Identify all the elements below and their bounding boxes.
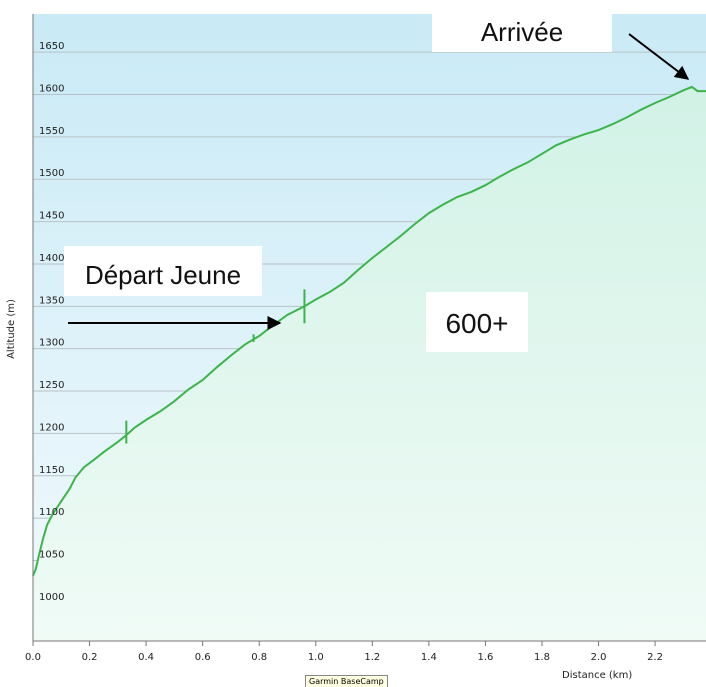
arrivee-label: Arrivée bbox=[432, 12, 612, 52]
y-tick-label: 1600 bbox=[39, 83, 64, 94]
y-tick-label: 1000 bbox=[39, 592, 64, 603]
y-tick-label: 1650 bbox=[39, 41, 64, 52]
elevation-line bbox=[32, 85, 706, 577]
y-tick-label: 1500 bbox=[39, 168, 64, 179]
arrivee-arrow bbox=[628, 33, 690, 80]
x-tick-label: 0.0 bbox=[25, 652, 41, 663]
y-tick-label: 1050 bbox=[39, 550, 64, 561]
y-axis-title: Altitude (m) bbox=[6, 299, 17, 359]
y-tick-label: 1250 bbox=[39, 380, 64, 391]
x-tick-label: 2.0 bbox=[591, 652, 607, 663]
y-tick-label: 1400 bbox=[39, 253, 64, 264]
elevation-area bbox=[33, 86, 706, 641]
x-tick-labels: 0.0 0.2 0.4 0.6 0.8 1.0 1.2 1.4 1.6 1.8 2.0 2.2 bbox=[25, 641, 663, 663]
depart-jeune-label: Départ Jeune bbox=[64, 246, 262, 296]
x-tick-label: 0.6 bbox=[195, 652, 211, 663]
x-tick-label: 0.4 bbox=[138, 652, 154, 663]
x-tick-label: 1.6 bbox=[477, 652, 493, 663]
y-tick-labels: 1000 1050 1100 1150 1200 1250 1300 1350 1400 1450… bbox=[39, 41, 64, 603]
app-tooltip: Garmin BaseCamp bbox=[305, 675, 388, 687]
x-tick-label: 1.2 bbox=[364, 652, 380, 663]
elevation-gain-label: 600+ bbox=[426, 292, 528, 352]
x-tick-label: 0.8 bbox=[251, 652, 267, 663]
y-tick-label: 1450 bbox=[39, 211, 64, 222]
y-tick-label: 1100 bbox=[39, 507, 64, 518]
y-tick-label: 1150 bbox=[39, 465, 64, 476]
x-tick-label: 1.0 bbox=[308, 652, 324, 663]
x-axis-title: Distance (km) bbox=[562, 670, 632, 681]
y-tick-label: 1200 bbox=[39, 422, 64, 433]
x-tick-label: 2.2 bbox=[647, 652, 663, 663]
y-tick-label: 1550 bbox=[39, 126, 64, 137]
x-tick-label: 1.4 bbox=[421, 652, 437, 663]
x-tick-label: 0.2 bbox=[82, 652, 98, 663]
y-tick-label: 1350 bbox=[39, 295, 64, 306]
y-tick-label: 1300 bbox=[39, 338, 64, 349]
x-tick-label: 1.8 bbox=[534, 652, 550, 663]
